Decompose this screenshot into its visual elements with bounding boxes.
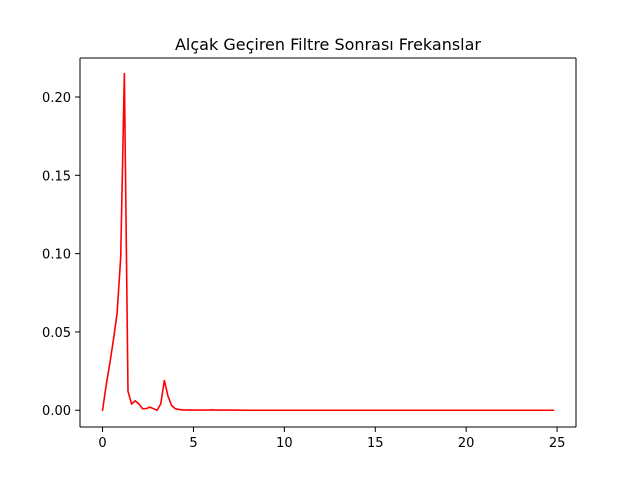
y-tick-label: 0.20 xyxy=(42,91,71,106)
series-line-0 xyxy=(101,72,555,412)
y-tick-label: 0.00 xyxy=(42,404,71,419)
y-tick-label: 0.10 xyxy=(42,248,71,263)
x-tick-label: 20 xyxy=(458,436,475,451)
chart-title: Alçak Geçiren Filtre Sonrası Frekanslar xyxy=(175,35,481,54)
x-tick-label: 10 xyxy=(276,436,293,451)
x-tick-label: 5 xyxy=(189,436,197,451)
plot-area: 0 5 10 15 20 25 0.00 0.05 0.10 0.15 0.20 xyxy=(42,57,577,451)
x-tick-label: 15 xyxy=(367,436,384,451)
y-tick-label: 0.15 xyxy=(42,169,71,184)
x-tick-label: 0 xyxy=(98,436,106,451)
x-tick-label: 25 xyxy=(549,436,566,451)
y-tick-label: 0.05 xyxy=(42,326,71,341)
